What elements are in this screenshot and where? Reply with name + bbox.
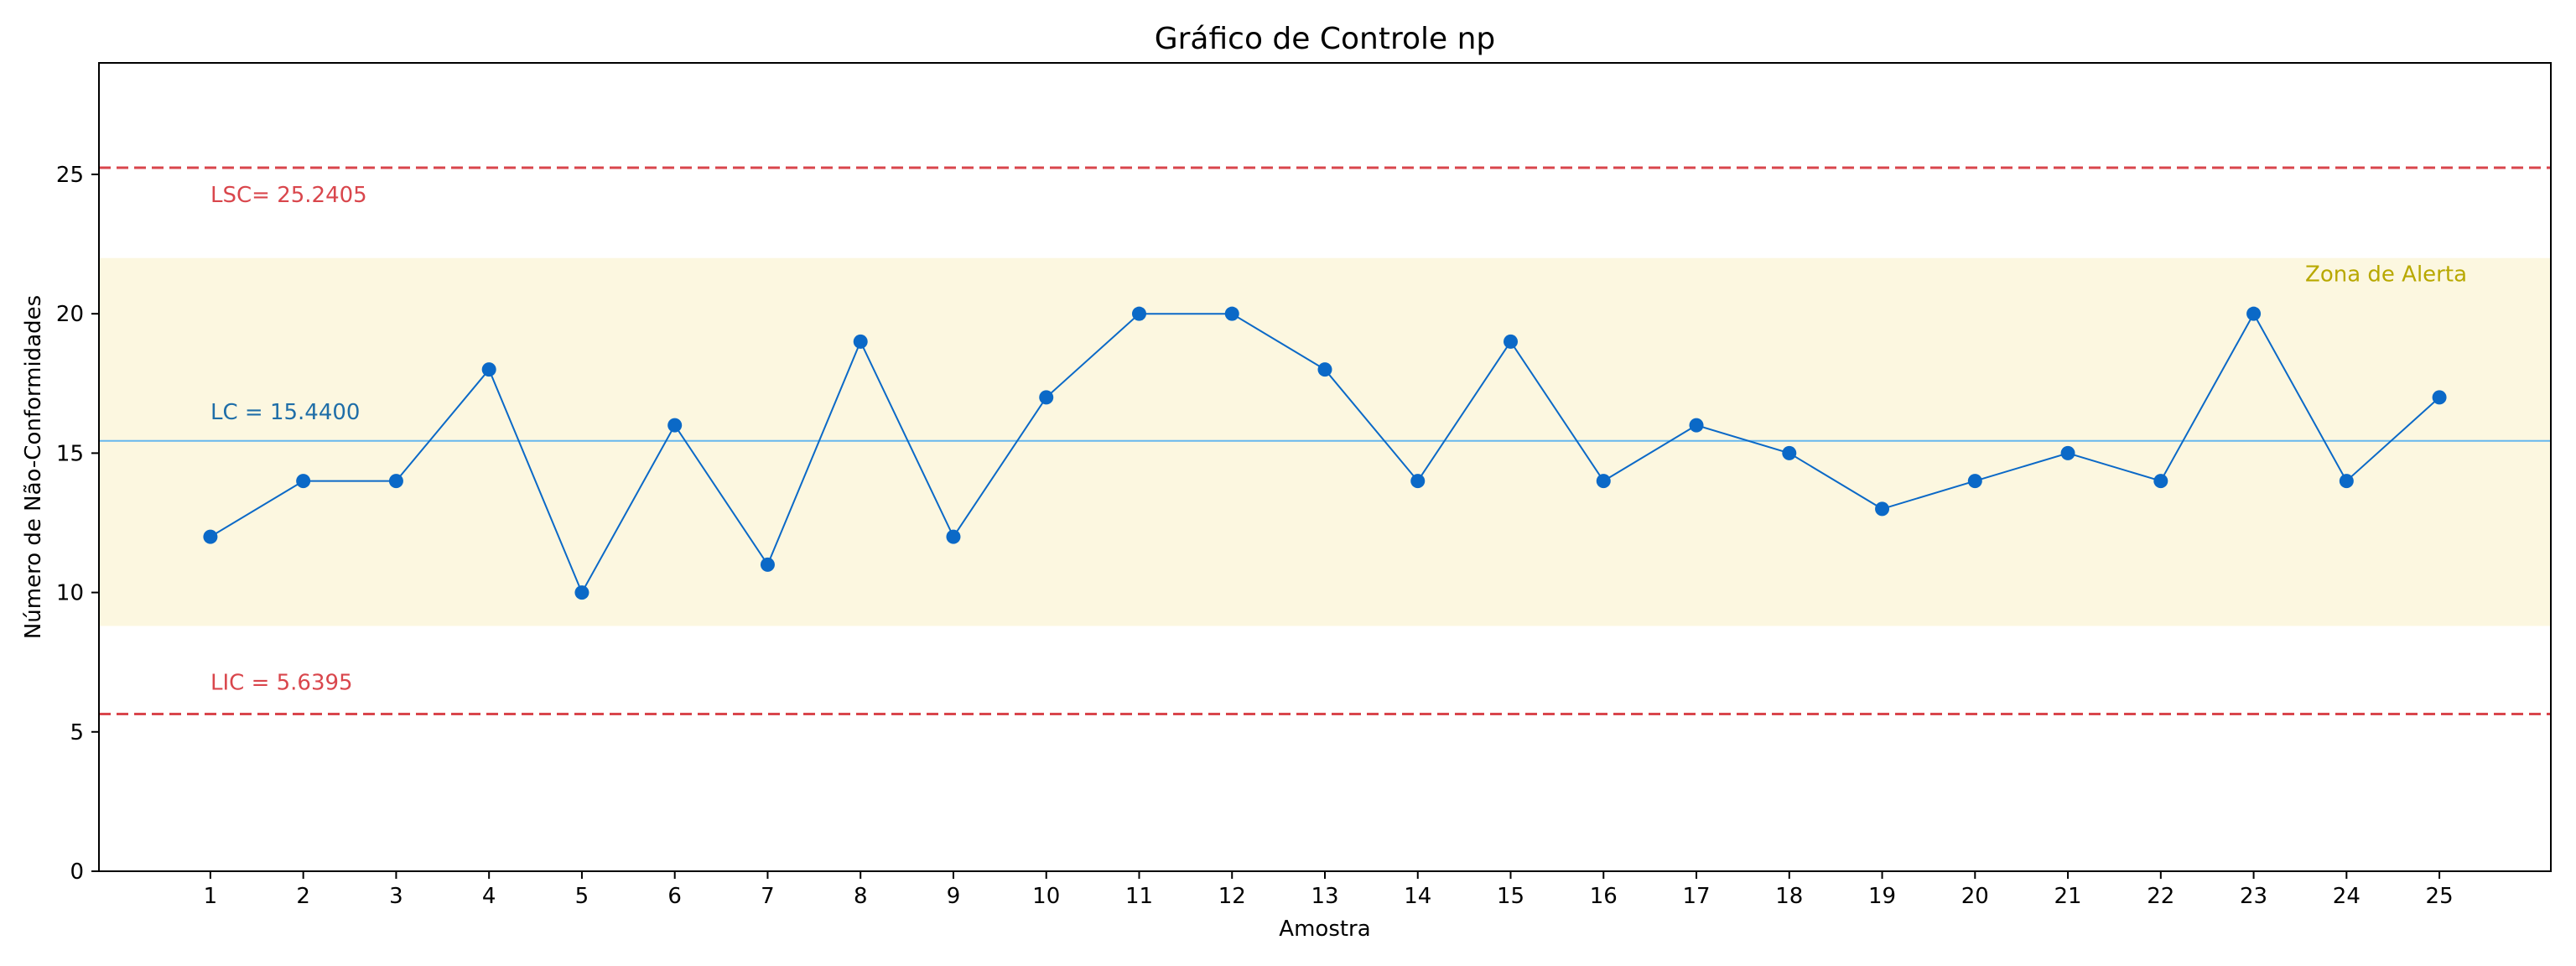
x-axis-label: Amostra bbox=[1279, 917, 1370, 942]
x-axis: 1 2 3 4 5 6 7 8 9 10 11 12 13 14 15 16 17 18 19 20 21 22 23 24 2… bbox=[204, 871, 2454, 909]
y-tick-label: 5 bbox=[70, 720, 84, 745]
x-tick-label: 11 bbox=[1125, 884, 1153, 909]
data-point-4 bbox=[481, 362, 496, 377]
x-tick-label: 1 bbox=[204, 884, 218, 909]
x-tick-label: 18 bbox=[1775, 884, 1803, 909]
data-point-1 bbox=[203, 529, 218, 544]
data-point-10 bbox=[1039, 390, 1054, 405]
data-point-8 bbox=[853, 334, 868, 349]
data-point-11 bbox=[1131, 306, 1146, 321]
data-point-12 bbox=[1224, 306, 1239, 321]
x-tick-label: 7 bbox=[761, 884, 775, 909]
x-tick-label: 23 bbox=[2240, 884, 2267, 909]
y-axis-label: Número de Não-Conformidades bbox=[21, 295, 46, 639]
alert-zone-label: Zona de Alerta bbox=[2305, 262, 2467, 288]
ucl-label: LSC= 25.2405 bbox=[210, 183, 367, 208]
data-point-24 bbox=[2339, 474, 2354, 489]
data-point-22 bbox=[2153, 474, 2168, 489]
data-point-23 bbox=[2246, 306, 2262, 321]
x-tick-label: 22 bbox=[2147, 884, 2174, 909]
data-point-9 bbox=[946, 529, 961, 544]
x-tick-label: 9 bbox=[947, 884, 961, 909]
data-points bbox=[203, 306, 2447, 600]
x-tick-label: 10 bbox=[1032, 884, 1060, 909]
y-tick-label: 10 bbox=[56, 581, 84, 606]
center-line-label: LC = 15.4400 bbox=[210, 400, 360, 425]
data-point-18 bbox=[1782, 445, 1797, 460]
data-point-17 bbox=[1689, 418, 1704, 433]
data-point-21 bbox=[2060, 445, 2075, 460]
data-point-2 bbox=[296, 474, 311, 489]
x-tick-label: 13 bbox=[1311, 884, 1338, 909]
y-axis: 0 5 10 15 20 25 bbox=[56, 163, 99, 885]
data-point-3 bbox=[388, 474, 403, 489]
alert-zone bbox=[99, 257, 2551, 626]
data-point-19 bbox=[1875, 501, 1890, 517]
x-tick-label: 19 bbox=[1868, 884, 1896, 909]
x-tick-label: 25 bbox=[2426, 884, 2454, 909]
x-tick-label: 16 bbox=[1590, 884, 1618, 909]
x-tick-label: 3 bbox=[389, 884, 403, 909]
x-tick-label: 2 bbox=[296, 884, 310, 909]
data-point-20 bbox=[1967, 474, 1982, 489]
x-tick-label: 5 bbox=[575, 884, 589, 909]
y-tick-label: 20 bbox=[56, 302, 84, 327]
data-point-7 bbox=[760, 557, 775, 572]
x-tick-label: 15 bbox=[1497, 884, 1524, 909]
x-tick-label: 20 bbox=[1961, 884, 1989, 909]
x-tick-label: 17 bbox=[1682, 884, 1710, 909]
y-tick-label: 0 bbox=[70, 860, 84, 885]
x-tick-label: 4 bbox=[482, 884, 496, 909]
data-point-5 bbox=[574, 585, 589, 600]
x-tick-label: 6 bbox=[667, 884, 682, 909]
data-point-25 bbox=[2432, 390, 2447, 405]
x-tick-label: 8 bbox=[854, 884, 868, 909]
chart-title: Gráfico de Controle np bbox=[1155, 22, 1496, 56]
data-point-14 bbox=[1410, 474, 1426, 489]
data-point-16 bbox=[1596, 474, 1611, 489]
data-point-13 bbox=[1317, 362, 1332, 377]
y-tick-label: 25 bbox=[56, 163, 84, 188]
data-point-15 bbox=[1504, 334, 1519, 349]
x-tick-label: 24 bbox=[2333, 884, 2360, 909]
x-tick-label: 14 bbox=[1404, 884, 1431, 909]
lcl-label: LIC = 5.6395 bbox=[210, 671, 353, 696]
x-tick-label: 12 bbox=[1218, 884, 1246, 909]
y-tick-label: 15 bbox=[56, 441, 84, 466]
data-point-6 bbox=[667, 418, 683, 433]
x-tick-label: 21 bbox=[2054, 884, 2082, 909]
